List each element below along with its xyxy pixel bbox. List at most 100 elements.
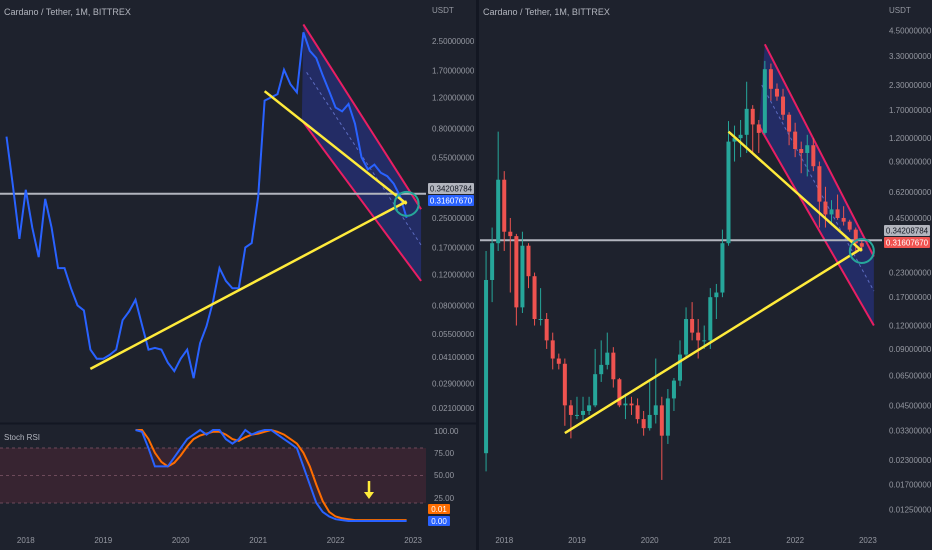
support-trendline[interactable] [89,200,408,371]
candle-body [684,319,689,355]
price-tick-label: 0.04100000 [432,353,475,362]
left-price-axis[interactable]: 2.50000000 1.70000000 1.20000000 0.80000000… [432,37,475,413]
candle-body [829,209,834,215]
candle [799,141,804,174]
candle-body [502,179,507,232]
year-tick-label: 2018 [495,536,513,545]
candle [696,319,701,359]
candle-body [593,374,598,406]
candle [793,122,798,158]
candle-body [550,340,555,359]
down-arrow-icon [364,481,374,499]
price-tick-label: 0.08000000 [432,301,475,310]
right-price-axis[interactable]: 4.50000000 3.30000000 2.30000000 1.70000000… [889,27,932,515]
candle [708,288,713,349]
channel-upper-line[interactable] [302,23,422,210]
candle-body [732,138,737,142]
candle-body [768,69,773,89]
price-tick-label: 2.30000000 [889,81,932,90]
price-tick-label: 0.17000000 [432,243,475,252]
price-label-current: 0.34208784 0.31607670 [428,183,474,206]
highlight-circle [393,190,420,217]
left-time-axis[interactable]: 2018 2019 2020 2021 2022 2023 [17,536,423,545]
price-tick-label: 0.17000000 [889,293,932,302]
candle-body [781,96,786,115]
stoch-k-value-bg [428,516,450,526]
candle-body [762,69,767,133]
year-tick-label: 2020 [641,536,659,545]
candle-body [574,414,579,416]
candle [599,340,604,382]
price-tick-label: 0.06500000 [889,371,932,380]
candle [805,134,810,177]
candle [781,88,786,120]
candle [623,393,628,420]
resistance-trendline[interactable] [263,90,408,205]
right-chart-panel[interactable]: Cardano / Tether, 1M, BITTREX USDT 4.500… [480,6,932,545]
candle [787,112,792,146]
left-chart-title: Cardano / Tether, 1M, BITTREX [4,7,131,17]
candle [647,381,652,431]
channel-lower-line[interactable] [301,119,422,282]
candle [526,243,531,289]
stoch-k-line [135,428,407,522]
candle [502,171,507,251]
price-tick-label: 0.12000000 [432,270,475,279]
price-tick-label: 3.30000000 [889,52,932,61]
candle-body [623,403,628,406]
candle [817,161,822,228]
candle-body [811,145,816,167]
left-chart-panel[interactable]: Cardano / Tether, 1M, BITTREX USDT 2.500… [0,6,476,545]
candle [490,227,495,303]
candle [744,81,749,153]
candle [587,396,592,415]
candle-body [799,149,804,153]
candle-body [738,134,743,139]
candle [550,332,555,370]
price-label-bottom-bg [884,237,930,248]
candle [714,283,719,320]
candle [617,377,622,408]
price-tick-label: 0.03300000 [889,427,932,436]
channel-lower-line[interactable] [757,125,875,327]
candle-body [853,229,858,244]
candle-body [635,405,640,420]
candle-body [647,414,652,429]
candle-body [568,405,573,415]
resistance-trendline[interactable] [727,130,863,252]
price-label-top: 0.34208784 [430,185,473,194]
price-label-bottom-bg [428,195,474,206]
candle-body [538,319,543,321]
price-label-bottom: 0.31607670 [886,239,929,248]
price-tick-label: 1.70000000 [432,67,475,76]
candle-body [659,405,664,436]
candle-body [835,209,840,218]
year-tick-label: 2019 [568,536,586,545]
stoch-tick-100: 100.00 [434,427,459,436]
candle-body [702,340,707,342]
price-tick-label: 0.01250000 [889,506,932,515]
candle-body [823,201,828,215]
stoch-k-value: 0.00 [431,517,447,526]
channel-upper-line[interactable] [763,43,875,258]
candle [756,119,761,153]
candle [665,389,670,444]
candle-body [653,405,658,415]
price-tick-label: 0.62000000 [889,188,932,197]
candle-body [514,236,519,308]
candle-body [532,276,537,320]
candle-body [774,88,779,97]
candle [774,83,779,101]
descending-channel[interactable] [757,43,875,327]
candle [659,396,664,480]
candle-body [690,319,695,333]
price-tick-label: 0.12000000 [889,322,932,331]
support-trendline[interactable] [564,247,863,435]
candle-body [611,352,616,380]
stoch-tick-25: 25.00 [434,494,455,503]
candle-body [617,379,622,406]
right-chart-title: Cardano / Tether, 1M, BITTREX [483,7,610,17]
candle [556,353,561,370]
right-time-axis[interactable]: 2018 2019 2020 2021 2022 2023 [495,536,877,545]
